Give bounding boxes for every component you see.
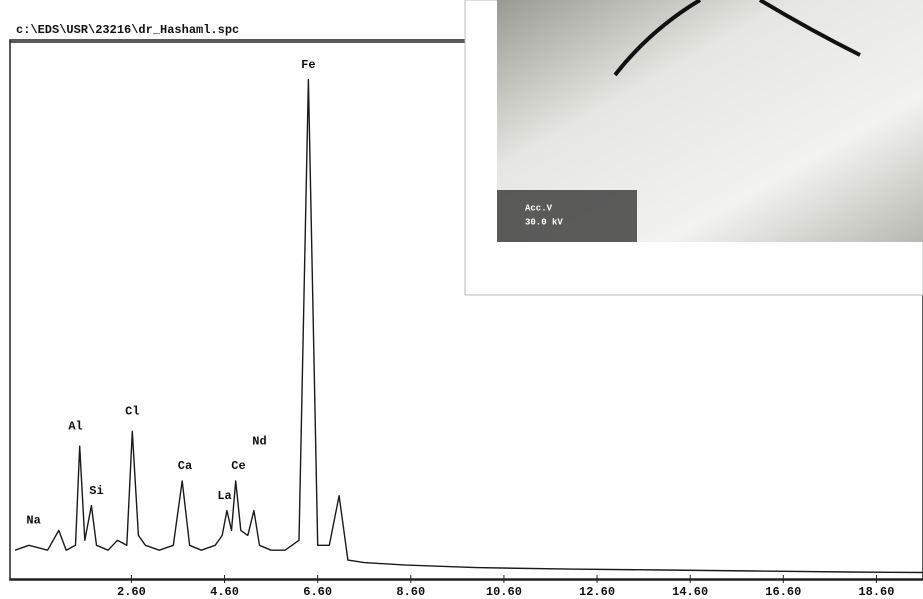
inset-image: Acc.V 30.0 kV: [464, 0, 923, 296]
peak-label: Ce: [231, 459, 245, 473]
x-tick-label: 14.60: [672, 585, 708, 599]
inset-label: Acc.V: [525, 203, 553, 213]
x-tick-label: 16.60: [765, 585, 801, 599]
x-tick-label: 10.60: [486, 585, 522, 599]
x-tick-label: 4.60: [210, 585, 239, 599]
peak-label: Nd: [252, 434, 266, 448]
peak-label: Ca: [178, 459, 192, 473]
spectrum-line: [14, 78, 923, 574]
peak-label: La: [217, 489, 231, 503]
x-tick-label: 12.60: [579, 585, 615, 599]
chart-title: c:\EDS\USR\23216\dr_Hashaml.spc: [16, 23, 239, 37]
sem-corner: [497, 190, 637, 242]
x-tick-label: 18.60: [858, 585, 894, 599]
inset-label: 30.0 kV: [525, 217, 563, 227]
peak-label: Cl: [125, 405, 139, 419]
x-tick-label: 2.60: [117, 585, 146, 599]
peak-label: Fe: [301, 58, 315, 72]
peak-label: Si: [89, 484, 103, 498]
x-tick-label: 8.60: [396, 585, 425, 599]
sem-crack: [613, 0, 861, 77]
peak-label: Al: [68, 420, 82, 434]
peak-label: Na: [26, 514, 40, 528]
x-tick-label: 6.60: [303, 585, 332, 599]
